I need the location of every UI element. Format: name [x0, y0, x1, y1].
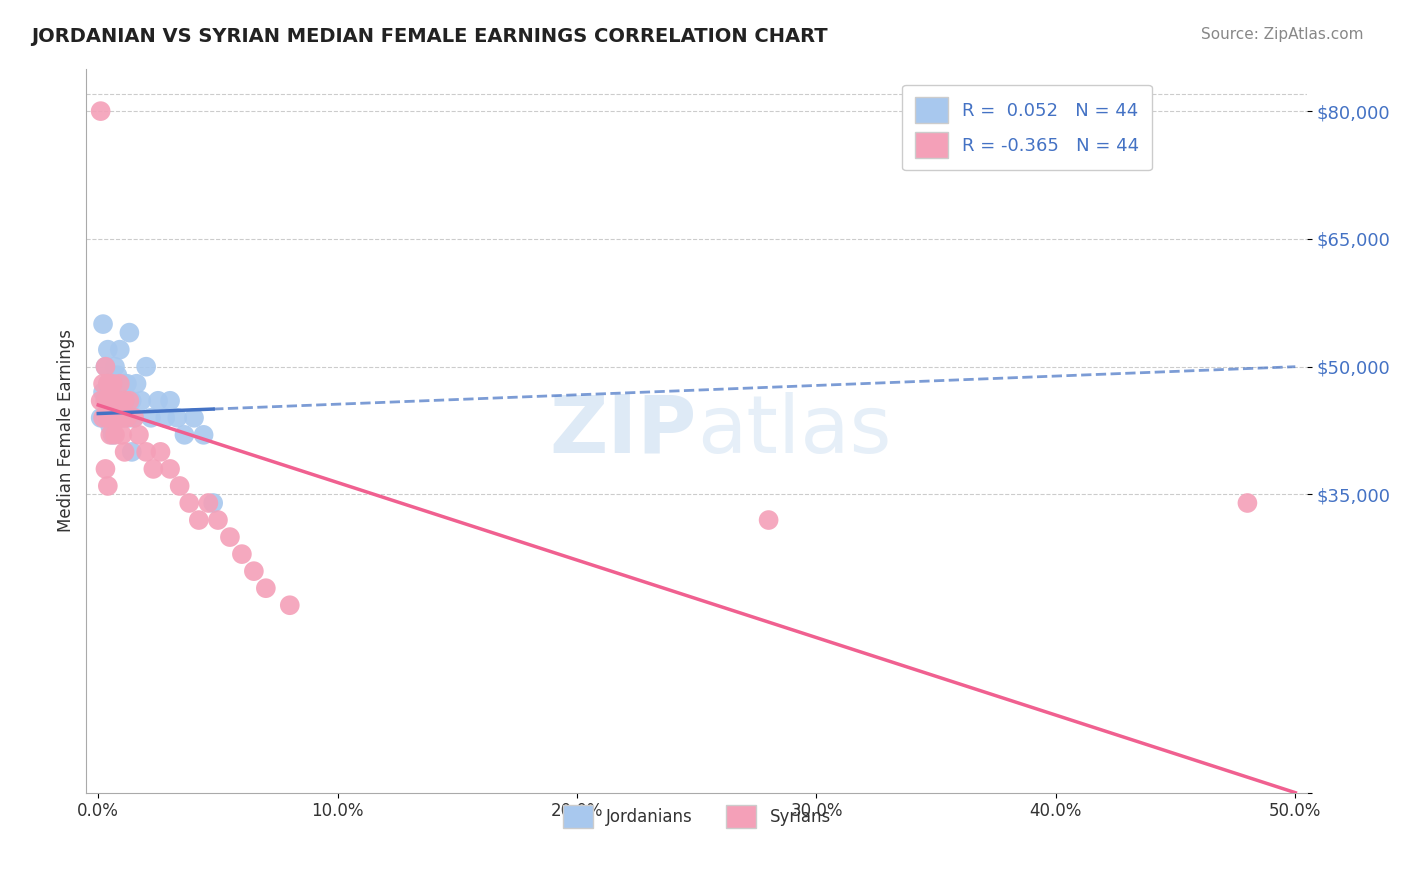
Point	[114, 445, 136, 459]
Point	[202, 496, 225, 510]
Point	[108, 376, 131, 391]
Point	[155, 410, 177, 425]
Point	[122, 410, 145, 425]
Point	[114, 376, 136, 391]
Point	[101, 376, 124, 391]
Point	[97, 479, 120, 493]
Point	[149, 445, 172, 459]
Point	[114, 393, 136, 408]
Point	[104, 427, 127, 442]
Point	[101, 376, 124, 391]
Point	[98, 427, 121, 442]
Point	[179, 496, 201, 510]
Point	[97, 376, 120, 391]
Point	[121, 393, 143, 408]
Point	[115, 376, 138, 391]
Point	[183, 410, 205, 425]
Point	[131, 393, 153, 408]
Point	[94, 393, 117, 408]
Point	[108, 343, 131, 357]
Point	[107, 376, 129, 391]
Point	[107, 410, 129, 425]
Point	[108, 410, 131, 425]
Point	[169, 479, 191, 493]
Y-axis label: Median Female Earnings: Median Female Earnings	[58, 329, 75, 533]
Point	[90, 410, 112, 425]
Point	[94, 359, 117, 374]
Text: ZIP: ZIP	[550, 392, 697, 469]
Point	[142, 462, 165, 476]
Point	[91, 385, 114, 400]
Point	[121, 445, 143, 459]
Point	[118, 410, 141, 425]
Point	[98, 393, 121, 408]
Point	[97, 376, 120, 391]
Point	[107, 410, 129, 425]
Point	[115, 410, 138, 425]
Point	[101, 385, 124, 400]
Point	[104, 393, 127, 408]
Point	[91, 317, 114, 331]
Point	[135, 445, 157, 459]
Point	[98, 393, 121, 408]
Point	[122, 410, 145, 425]
Point	[108, 410, 131, 425]
Point	[104, 359, 127, 374]
Point	[94, 462, 117, 476]
Point	[111, 393, 134, 408]
Point	[91, 376, 114, 391]
Point	[107, 368, 129, 383]
Point	[118, 326, 141, 340]
Point	[139, 410, 162, 425]
Point	[159, 462, 181, 476]
Point	[1236, 496, 1258, 510]
Point	[193, 427, 215, 442]
Point	[254, 581, 277, 595]
Point	[111, 427, 134, 442]
Point	[111, 393, 134, 408]
Point	[107, 393, 129, 408]
Point	[94, 359, 117, 374]
Point	[97, 343, 120, 357]
Point	[98, 410, 121, 425]
Point	[125, 376, 148, 391]
Legend: Jordanians, Syrians: Jordanians, Syrians	[557, 798, 838, 835]
Point	[187, 513, 209, 527]
Point	[98, 419, 121, 434]
Point	[90, 104, 112, 119]
Point	[97, 410, 120, 425]
Point	[90, 393, 112, 408]
Point	[101, 427, 124, 442]
Point	[231, 547, 253, 561]
Point	[94, 393, 117, 408]
Text: Source: ZipAtlas.com: Source: ZipAtlas.com	[1201, 27, 1364, 42]
Point	[219, 530, 242, 544]
Point	[758, 513, 780, 527]
Point	[115, 393, 138, 408]
Point	[207, 513, 229, 527]
Point	[91, 410, 114, 425]
Point	[173, 427, 195, 442]
Text: JORDANIAN VS SYRIAN MEDIAN FEMALE EARNINGS CORRELATION CHART: JORDANIAN VS SYRIAN MEDIAN FEMALE EARNIN…	[31, 27, 828, 45]
Point	[128, 427, 150, 442]
Point	[146, 393, 169, 408]
Point	[101, 410, 124, 425]
Point	[135, 359, 157, 374]
Point	[243, 564, 266, 578]
Point	[159, 393, 181, 408]
Point	[104, 402, 127, 417]
Point	[111, 410, 134, 425]
Point	[166, 410, 188, 425]
Point	[197, 496, 219, 510]
Point	[118, 393, 141, 408]
Point	[104, 393, 127, 408]
Point	[278, 599, 301, 613]
Point	[114, 410, 136, 425]
Text: atlas: atlas	[697, 392, 891, 469]
